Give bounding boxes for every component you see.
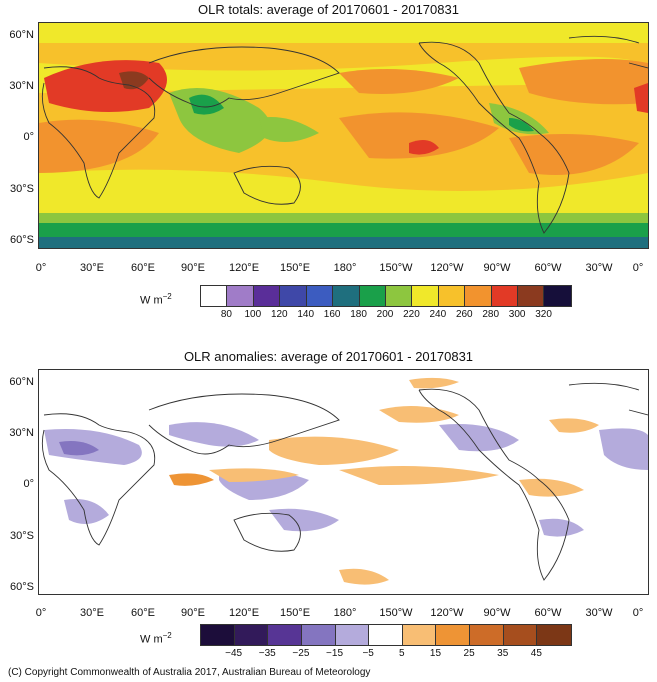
bottom-lon-label: 90°E <box>181 607 205 619</box>
top-lon-label: 0° <box>632 262 644 274</box>
copyright-footer: (C) Copyright Commonwealth of Australia … <box>8 667 371 678</box>
bottom-colorbar-swatch <box>268 625 302 645</box>
bottom-colorbar-tick: 45 <box>530 648 542 659</box>
bottom-unit-exp: −2 <box>162 631 172 640</box>
top-lon-label: 90°W <box>483 262 511 274</box>
top-lon-label: 60°W <box>534 262 562 274</box>
top-colorbar-swatch <box>280 286 307 306</box>
top-colorbar-tick: 280 <box>482 309 500 320</box>
top-colorbar-swatch <box>333 286 360 306</box>
top-map-title: OLR totals: average of 20170601 - 201708… <box>198 2 459 17</box>
bottom-lon-label: 30°W <box>585 607 613 619</box>
top-lon-label: 180° <box>333 262 357 274</box>
bottom-lat-label-60s: 60°S <box>10 581 34 593</box>
top-lat-label-30s: 30°S <box>10 183 34 195</box>
top-colorbar-swatch <box>438 286 466 306</box>
bottom-colorbar-tick: −25 <box>292 648 310 659</box>
top-lon-label: 120°E <box>228 262 260 274</box>
top-lat-label-eq: 0° <box>23 131 34 143</box>
top-lon-label: 30°E <box>80 262 104 274</box>
bottom-colorbar-tick: 15 <box>429 648 442 659</box>
top-colorbar-swatch <box>201 286 228 306</box>
top-lat-label-30n: 30°N <box>9 80 34 92</box>
bottom-colorbar-swatch <box>335 625 370 645</box>
top-lon-label: 30°W <box>585 262 613 274</box>
bottom-colorbar-tick: 25 <box>463 648 475 659</box>
bottom-colorbar-swatch <box>301 625 336 645</box>
bottom-colorbar-swatch <box>503 625 538 645</box>
bottom-lon-label: 90°W <box>483 607 511 619</box>
top-colorbar-tick: 300 <box>508 309 526 320</box>
bottom-lon-label: 60°E <box>131 607 155 619</box>
top-colorbar-swatch <box>491 286 519 306</box>
olr-anomalies-map <box>38 369 649 595</box>
bottom-colorbar-swatch <box>201 625 235 645</box>
bottom-lon-label: 120°W <box>430 607 464 619</box>
top-colorbar-tick: 180 <box>350 309 367 320</box>
top-colorbar-swatch <box>227 286 254 306</box>
bottom-lon-label: 30°E <box>80 607 104 619</box>
top-colorbar-swatch <box>359 286 386 306</box>
bottom-colorbar-tick: −35 <box>258 648 276 659</box>
bottom-lat-label-60n: 60°N <box>9 376 34 388</box>
bottom-lon-label: 150°E <box>279 607 311 619</box>
olr-totals-map <box>38 22 649 249</box>
bottom-colorbar-swatch <box>369 625 403 645</box>
bottom-lon-label: 60°W <box>534 607 562 619</box>
bottom-colorbar-tick: −15 <box>326 648 344 659</box>
top-colorbar-tick: 240 <box>429 309 447 320</box>
top-colorbar-swatch <box>544 286 571 306</box>
top-lat-label-60s: 60°S <box>10 234 34 246</box>
bottom-colorbar-tick: −45 <box>225 648 243 659</box>
top-colorbar-tick: 260 <box>455 309 473 320</box>
bottom-lon-label: 150°W <box>379 607 413 619</box>
bottom-colorbar-swatch <box>537 625 571 645</box>
top-lon-label: 90°E <box>181 262 205 274</box>
top-colorbar-tick: 320 <box>535 309 552 320</box>
bottom-colorbar-swatch <box>402 625 437 645</box>
bottom-lon-label: 0° <box>632 607 644 619</box>
top-lon-label: 120°W <box>430 262 464 274</box>
bottom-lon-label: 180° <box>333 607 357 619</box>
top-colorbar-tick: 80 <box>220 309 232 320</box>
bottom-lon-label: 120°E <box>228 607 260 619</box>
bottom-colorbar-swatch <box>436 625 470 645</box>
top-colorbar-tick: 200 <box>376 309 394 320</box>
bottom-map-title: OLR anomalies: average of 20170601 - 201… <box>183 349 474 364</box>
top-colorbar-swatch <box>518 286 545 306</box>
bottom-lon-label: 0° <box>35 607 47 619</box>
top-lat-label-60n: 60°N <box>9 29 34 41</box>
top-lon-label: 60°E <box>131 262 155 274</box>
top-unit-text: W m <box>140 294 163 307</box>
bottom-colorbar <box>200 624 572 646</box>
top-colorbar-tick: 140 <box>297 309 315 320</box>
bottom-colorbar-unit: W m−2 <box>140 631 172 646</box>
top-colorbar-tick: 220 <box>403 309 420 320</box>
top-colorbar-unit: W m−2 <box>140 292 172 307</box>
bottom-unit-text: W m <box>140 633 163 646</box>
top-colorbar-tick: 160 <box>323 309 341 320</box>
bottom-colorbar-tick: 35 <box>497 648 509 659</box>
bottom-colorbar-swatch <box>234 625 269 645</box>
top-colorbar-swatch <box>412 286 439 306</box>
top-lon-label: 150°E <box>279 262 311 274</box>
bottom-lat-label-30n: 30°N <box>9 427 34 439</box>
top-colorbar-tick: 100 <box>244 309 262 320</box>
top-colorbar <box>200 285 572 307</box>
top-colorbar-tick: 120 <box>270 309 288 320</box>
bottom-colorbar-tick: 5 <box>399 648 405 659</box>
top-colorbar-swatch <box>465 286 492 306</box>
top-unit-exp: −2 <box>162 292 172 301</box>
bottom-lat-label-eq: 0° <box>23 478 34 490</box>
bottom-colorbar-swatch <box>470 625 504 645</box>
bottom-lat-label-30s: 30°S <box>10 530 34 542</box>
top-lon-label: 150°W <box>379 262 413 274</box>
top-colorbar-swatch <box>385 286 413 306</box>
top-colorbar-swatch <box>306 286 334 306</box>
top-colorbar-swatch <box>253 286 281 306</box>
bottom-colorbar-tick: −5 <box>362 648 374 659</box>
top-lon-label: 0° <box>35 262 47 274</box>
